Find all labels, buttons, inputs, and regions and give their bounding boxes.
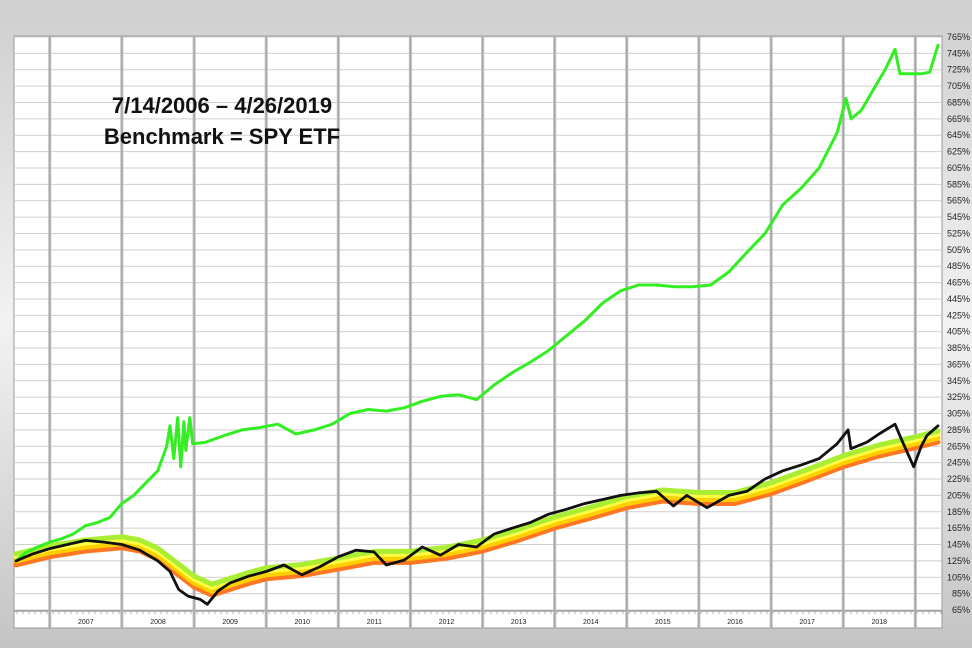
y-tick-label: 505%: [947, 245, 970, 255]
y-tick-label: 285%: [947, 425, 970, 435]
spy-series-line: [14, 422, 940, 606]
y-tick-label: 165%: [947, 523, 970, 533]
y-tick-label: 365%: [947, 359, 970, 369]
x-tick-label: 2018: [871, 619, 887, 626]
y-tick-label: 345%: [947, 376, 970, 386]
y-tick-label: 605%: [947, 163, 970, 173]
chart-title: 7/14/2006 – 4/26/2019: [112, 93, 332, 118]
x-tick-label: 2013: [511, 619, 527, 626]
x-tick-label: 2007: [78, 619, 94, 626]
chart-subtitle: Benchmark = SPY ETF: [104, 124, 340, 149]
y-tick-label: 445%: [947, 294, 970, 304]
y-tick-label: 685%: [947, 97, 970, 107]
y-tick-label: 645%: [947, 130, 970, 140]
y-tick-label: 225%: [947, 474, 970, 484]
strategy-series-line: [14, 43, 940, 563]
y-tick-label: 65%: [952, 605, 970, 615]
y-tick-label: 545%: [947, 212, 970, 222]
y-tick-label: 765%: [947, 32, 970, 42]
y-tick-label: 325%: [947, 392, 970, 402]
y-tick-label: 405%: [947, 327, 970, 337]
y-tick-label: 465%: [947, 278, 970, 288]
y-tick-label: 745%: [947, 48, 970, 58]
y-tick-label: 485%: [947, 261, 970, 271]
series-lines: [14, 43, 940, 606]
vertical-gridlines: [48, 36, 917, 628]
x-tick-label: 2011: [367, 619, 382, 626]
x-tick-label: 2014: [583, 619, 599, 626]
y-axis-tick-labels: 765% 745% 725% 705% 685% 665% 645% 625% 605% 585%…: [947, 32, 970, 615]
x-tick-label: 2015: [655, 619, 671, 626]
y-tick-label: 525%: [947, 228, 970, 238]
benchmark-band-stroke: [13, 428, 941, 587]
y-tick-label: 265%: [947, 441, 970, 451]
y-tick-label: 305%: [947, 409, 970, 419]
benchmark-band-stroke: [13, 439, 941, 598]
benchmark-band-stroke: [13, 435, 941, 594]
x-axis-tick-labels: 2007 2008 2009 2010 2011 2012 2013 2014 2015 2016…: [78, 619, 887, 626]
y-tick-label: 205%: [947, 490, 970, 500]
y-tick-label: 625%: [947, 147, 970, 157]
x-tick-label: 2012: [439, 619, 455, 626]
x-tick-label: 2008: [150, 619, 166, 626]
x-tick-label: 2009: [222, 619, 238, 626]
y-tick-label: 85%: [952, 589, 970, 599]
y-tick-label: 125%: [947, 556, 970, 566]
x-tick-label: 2017: [799, 619, 815, 626]
y-tick-label: 105%: [947, 572, 970, 582]
y-tick-label: 565%: [947, 196, 970, 206]
y-tick-label: 705%: [947, 81, 970, 91]
y-tick-label: 665%: [947, 114, 970, 124]
y-tick-label: 185%: [947, 507, 970, 517]
y-tick-label: 245%: [947, 458, 970, 468]
y-tick-label: 145%: [947, 540, 970, 550]
y-tick-label: 725%: [947, 65, 970, 75]
y-tick-label: 425%: [947, 310, 970, 320]
x-tick-label: 2010: [294, 619, 310, 626]
y-tick-label: 585%: [947, 179, 970, 189]
x-tick-label: 2016: [727, 619, 743, 626]
y-tick-label: 385%: [947, 343, 970, 353]
